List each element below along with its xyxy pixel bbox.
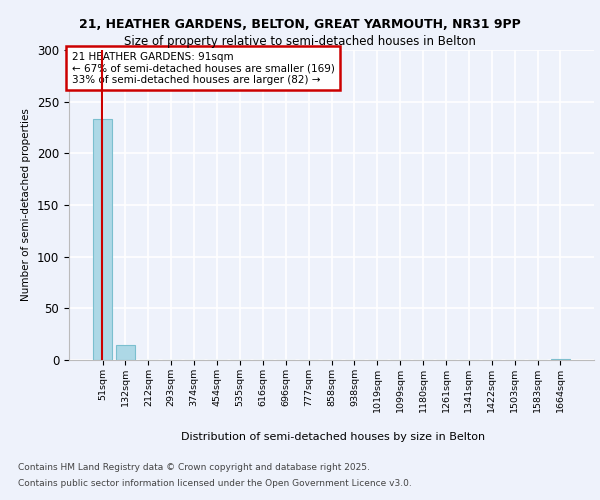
Text: 21, HEATHER GARDENS, BELTON, GREAT YARMOUTH, NR31 9PP: 21, HEATHER GARDENS, BELTON, GREAT YARMO… <box>79 18 521 30</box>
Y-axis label: Number of semi-detached properties: Number of semi-detached properties <box>22 108 31 302</box>
Bar <box>93 119 112 360</box>
Text: 21 HEATHER GARDENS: 91sqm
← 67% of semi-detached houses are smaller (169)
33% of: 21 HEATHER GARDENS: 91sqm ← 67% of semi-… <box>71 52 335 84</box>
Text: Distribution of semi-detached houses by size in Belton: Distribution of semi-detached houses by … <box>181 432 485 442</box>
Bar <box>116 344 135 360</box>
Text: Contains public sector information licensed under the Open Government Licence v3: Contains public sector information licen… <box>18 478 412 488</box>
Bar <box>551 359 570 360</box>
Text: Contains HM Land Registry data © Crown copyright and database right 2025.: Contains HM Land Registry data © Crown c… <box>18 464 370 472</box>
Text: Size of property relative to semi-detached houses in Belton: Size of property relative to semi-detach… <box>124 35 476 48</box>
